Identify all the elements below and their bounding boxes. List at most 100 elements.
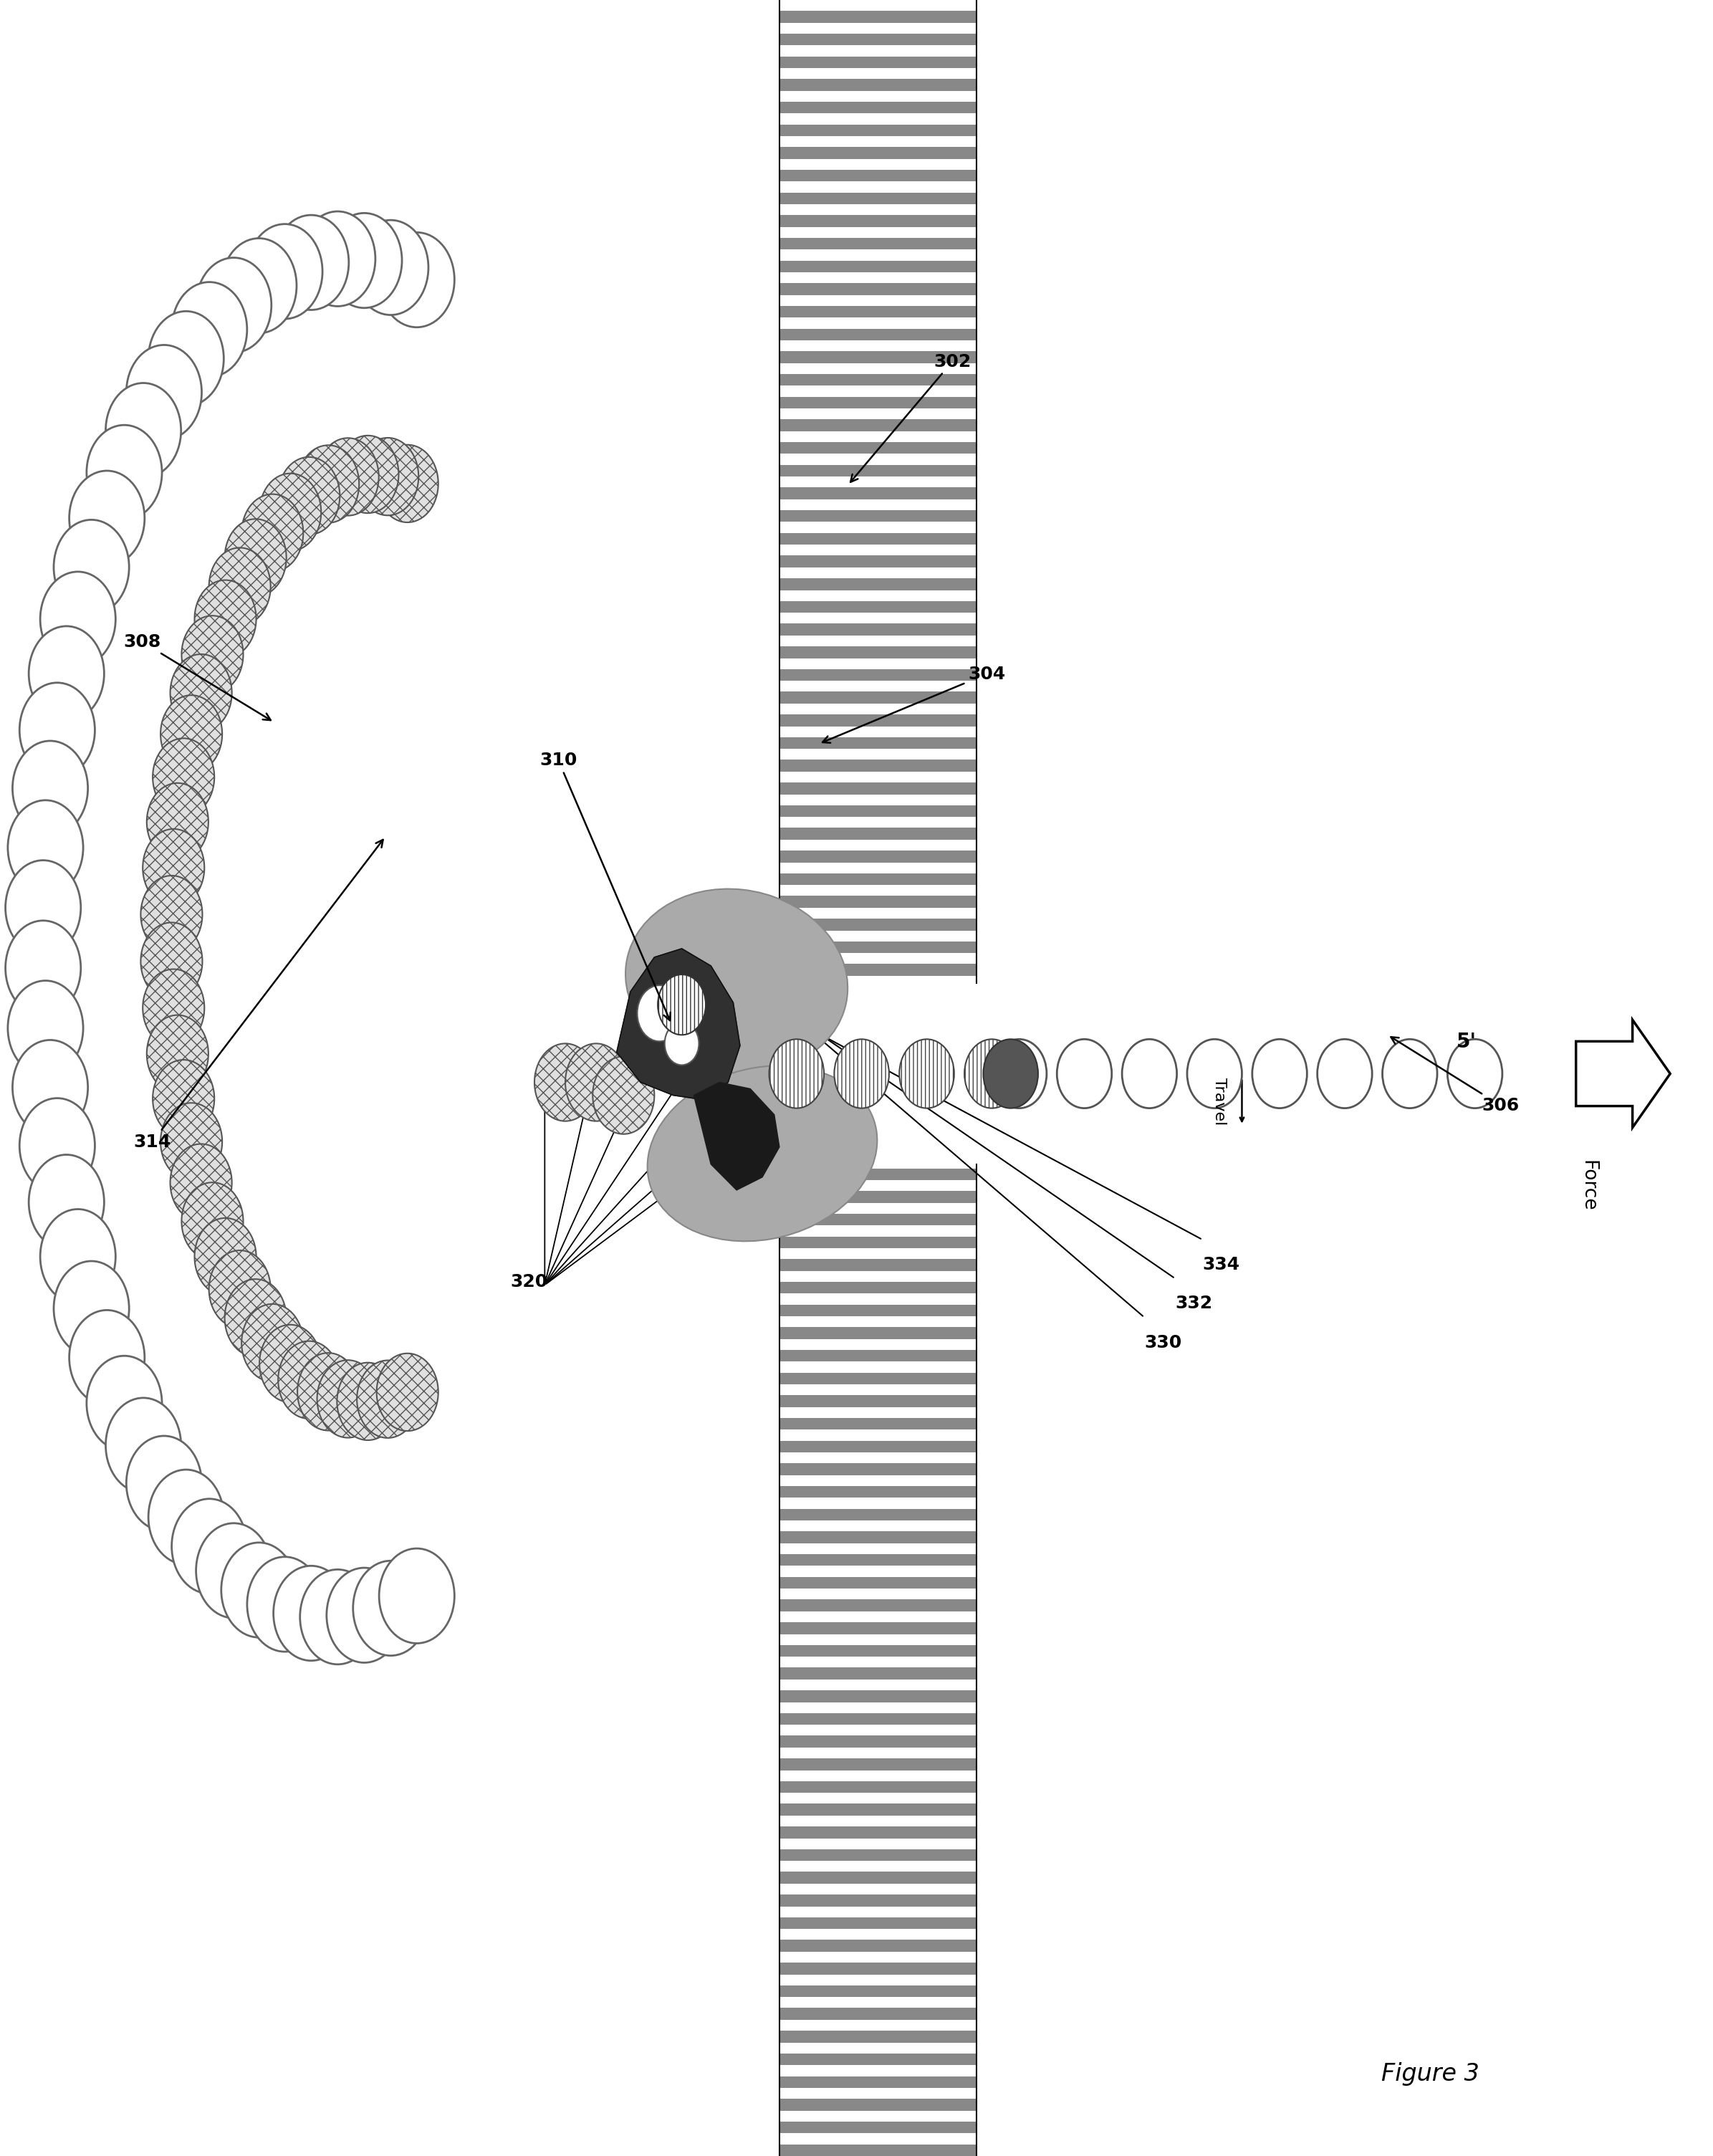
Circle shape bbox=[9, 800, 84, 895]
Bar bbox=[779, 1440, 976, 1453]
Circle shape bbox=[356, 1360, 418, 1438]
Bar bbox=[779, 1576, 976, 1589]
Circle shape bbox=[1447, 1039, 1502, 1108]
Circle shape bbox=[247, 1557, 322, 1651]
Circle shape bbox=[1057, 1039, 1112, 1108]
Bar bbox=[779, 714, 976, 727]
Bar bbox=[779, 125, 976, 136]
Circle shape bbox=[337, 436, 399, 513]
Circle shape bbox=[39, 571, 115, 666]
Circle shape bbox=[1122, 1039, 1177, 1108]
Circle shape bbox=[195, 1218, 257, 1296]
Circle shape bbox=[142, 828, 204, 906]
Bar bbox=[779, 804, 976, 817]
Bar bbox=[779, 1645, 976, 1656]
Bar bbox=[779, 282, 976, 295]
Circle shape bbox=[5, 921, 81, 1015]
Circle shape bbox=[140, 875, 202, 953]
Bar bbox=[779, 397, 976, 407]
Circle shape bbox=[171, 282, 247, 377]
Bar bbox=[779, 1759, 976, 1770]
Circle shape bbox=[209, 548, 271, 625]
Circle shape bbox=[19, 1097, 94, 1192]
Circle shape bbox=[337, 1363, 399, 1440]
Bar bbox=[779, 511, 976, 522]
Circle shape bbox=[259, 1324, 320, 1401]
Text: 314: 314 bbox=[134, 839, 384, 1151]
Circle shape bbox=[221, 1542, 296, 1636]
Circle shape bbox=[353, 220, 428, 315]
Bar bbox=[779, 2007, 976, 2020]
Bar bbox=[779, 306, 976, 317]
Circle shape bbox=[221, 239, 296, 334]
Circle shape bbox=[224, 1279, 286, 1356]
Circle shape bbox=[127, 345, 202, 440]
Circle shape bbox=[658, 975, 706, 1035]
Text: 310: 310 bbox=[540, 752, 670, 1020]
Circle shape bbox=[242, 1304, 303, 1382]
Circle shape bbox=[300, 211, 375, 306]
Bar bbox=[779, 2122, 976, 2132]
Text: Figure 3: Figure 3 bbox=[1381, 2063, 1480, 2085]
Bar bbox=[779, 2098, 976, 2111]
Bar bbox=[779, 1531, 976, 1544]
Circle shape bbox=[356, 438, 418, 515]
Text: Force: Force bbox=[1579, 1160, 1597, 1212]
Bar bbox=[779, 1917, 976, 1930]
Circle shape bbox=[379, 233, 454, 328]
Bar bbox=[779, 873, 976, 886]
Circle shape bbox=[1187, 1039, 1242, 1108]
Bar bbox=[779, 373, 976, 386]
Circle shape bbox=[377, 1354, 439, 1432]
Circle shape bbox=[53, 520, 128, 614]
Circle shape bbox=[12, 1039, 87, 1134]
Bar bbox=[779, 1895, 976, 1906]
Bar bbox=[779, 1850, 976, 1861]
Circle shape bbox=[142, 970, 204, 1048]
Circle shape bbox=[317, 438, 379, 515]
Circle shape bbox=[298, 1354, 360, 1432]
Circle shape bbox=[87, 1356, 163, 1451]
Ellipse shape bbox=[648, 1065, 877, 1242]
Circle shape bbox=[1252, 1039, 1307, 1108]
Circle shape bbox=[278, 1341, 339, 1419]
Bar bbox=[779, 942, 976, 953]
Bar bbox=[779, 1781, 976, 1794]
Bar bbox=[779, 647, 976, 658]
Bar bbox=[779, 216, 976, 226]
Circle shape bbox=[274, 216, 349, 310]
Bar bbox=[779, 1600, 976, 1611]
Circle shape bbox=[19, 683, 94, 778]
Bar bbox=[779, 556, 976, 567]
Circle shape bbox=[317, 1360, 379, 1438]
Circle shape bbox=[195, 259, 271, 354]
Bar bbox=[779, 1190, 976, 1203]
Text: 330: 330 bbox=[1144, 1335, 1182, 1352]
Bar bbox=[779, 1304, 976, 1317]
Circle shape bbox=[182, 617, 243, 694]
Bar bbox=[779, 80, 976, 91]
Text: 5': 5' bbox=[1456, 1033, 1477, 1052]
Circle shape bbox=[534, 1044, 596, 1121]
Bar bbox=[779, 1283, 976, 1294]
Bar bbox=[779, 783, 976, 793]
Bar bbox=[779, 692, 976, 703]
Circle shape bbox=[224, 520, 286, 597]
Bar bbox=[779, 2145, 976, 2156]
Bar bbox=[779, 1328, 976, 1339]
Circle shape bbox=[87, 425, 163, 520]
Bar bbox=[779, 1805, 976, 1815]
Bar bbox=[779, 442, 976, 455]
Bar bbox=[779, 1509, 976, 1520]
Bar bbox=[779, 737, 976, 748]
Bar bbox=[779, 1690, 976, 1701]
Bar bbox=[779, 1986, 976, 1996]
Bar bbox=[779, 602, 976, 612]
Circle shape bbox=[39, 1210, 115, 1304]
Circle shape bbox=[298, 444, 360, 522]
Bar bbox=[779, 1419, 976, 1429]
Bar bbox=[779, 351, 976, 362]
Polygon shape bbox=[694, 1082, 779, 1190]
Bar bbox=[779, 237, 976, 250]
Circle shape bbox=[69, 1311, 144, 1406]
